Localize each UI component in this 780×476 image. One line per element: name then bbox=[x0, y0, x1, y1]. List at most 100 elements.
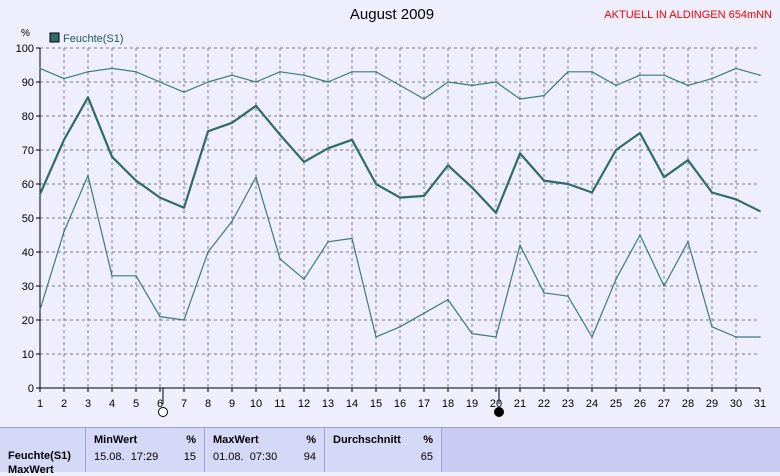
x-tick-label: 7 bbox=[181, 398, 187, 410]
data-point-max bbox=[39, 67, 41, 70]
data-point-min bbox=[111, 275, 113, 277]
data-point-average bbox=[207, 130, 209, 133]
data-point-average bbox=[303, 161, 305, 163]
legend-label: Feuchte(S1) bbox=[63, 33, 124, 45]
data-point-min bbox=[615, 278, 617, 281]
x-tick-label: 31 bbox=[754, 398, 766, 410]
x-tick-label: 26 bbox=[634, 398, 646, 410]
avg-head: Durchschnitt bbox=[333, 434, 401, 446]
data-point-max bbox=[615, 84, 617, 87]
data-point-min bbox=[447, 298, 449, 301]
data-point-min bbox=[135, 275, 137, 277]
data-point-min bbox=[63, 230, 65, 233]
footer-sensor-label-cut: MaxWert bbox=[8, 464, 54, 476]
x-tick-label: 27 bbox=[658, 398, 670, 410]
x-tick-label: 11 bbox=[274, 398, 285, 410]
data-point-average bbox=[399, 196, 401, 199]
x-tick-label: 10 bbox=[250, 398, 262, 410]
legend: Feuchte(S1) bbox=[49, 32, 124, 45]
x-tick-label: 17 bbox=[418, 398, 430, 410]
x-tick-label: 12 bbox=[298, 398, 310, 410]
data-point-average bbox=[423, 195, 425, 197]
data-point-min bbox=[231, 220, 233, 223]
y-tick-label: 70 bbox=[22, 145, 34, 157]
data-point-min bbox=[399, 326, 401, 328]
y-tick-label: 40 bbox=[22, 247, 34, 259]
footer-avg-cell: Durchschnitt % 65 bbox=[325, 428, 442, 472]
data-point-min bbox=[375, 336, 377, 338]
data-point-max bbox=[255, 81, 257, 83]
max-value: 94 bbox=[303, 451, 316, 463]
data-point-average bbox=[135, 179, 137, 182]
y-tick-label: 80 bbox=[22, 111, 34, 123]
x-tick-label: 4 bbox=[109, 398, 115, 410]
y-tick-label: 10 bbox=[22, 349, 34, 361]
data-point-min bbox=[735, 336, 737, 338]
data-point-max bbox=[303, 74, 305, 76]
max-datetime: 01.08. 07:30 bbox=[213, 451, 278, 463]
data-point-average bbox=[663, 176, 665, 178]
data-point-min bbox=[471, 332, 473, 335]
data-point-max bbox=[351, 71, 353, 73]
data-point-max bbox=[543, 94, 545, 97]
data-point-average bbox=[255, 105, 257, 107]
data-point-max bbox=[735, 67, 737, 70]
x-tick-label: 29 bbox=[706, 398, 718, 410]
data-point-max bbox=[135, 71, 137, 73]
data-point-average bbox=[471, 186, 473, 189]
data-point-max bbox=[87, 71, 89, 73]
y-tick-label: 30 bbox=[22, 281, 34, 293]
data-point-max bbox=[399, 84, 401, 87]
x-tick-label: 28 bbox=[682, 398, 694, 410]
data-point-max bbox=[63, 77, 65, 80]
data-point-average bbox=[231, 122, 233, 124]
data-point-average bbox=[279, 133, 281, 136]
data-point-average bbox=[567, 183, 569, 185]
data-point-average bbox=[759, 210, 761, 212]
data-point-min bbox=[327, 241, 329, 243]
data-point-min bbox=[207, 251, 209, 253]
data-point-min bbox=[591, 336, 593, 338]
min-head: MinWert bbox=[94, 434, 138, 446]
data-point-average bbox=[111, 156, 113, 158]
x-tick-label: 9 bbox=[229, 398, 235, 410]
data-point-max bbox=[687, 84, 689, 87]
data-point-average bbox=[183, 207, 185, 209]
min-datetime: 15.08. 17:29 bbox=[94, 451, 159, 463]
data-point-average bbox=[735, 198, 737, 201]
data-point-max bbox=[519, 98, 521, 100]
data-point-max bbox=[711, 77, 713, 80]
data-point-max bbox=[639, 74, 641, 76]
x-tick-label: 30 bbox=[730, 398, 742, 410]
data-point-min bbox=[543, 292, 545, 294]
data-point-average bbox=[591, 191, 593, 194]
chart-subtitle: AKTUELL IN ALDINGEN 654mNN bbox=[604, 9, 772, 21]
y-axis-unit: % bbox=[21, 28, 30, 39]
data-point-average bbox=[87, 96, 89, 99]
data-point-average bbox=[447, 164, 449, 167]
data-point-average bbox=[39, 193, 41, 195]
avg-unit: % bbox=[423, 434, 433, 446]
data-point-min bbox=[159, 315, 161, 318]
y-tick-label: 20 bbox=[22, 315, 34, 327]
data-point-average bbox=[615, 149, 617, 151]
x-tick-label: 25 bbox=[610, 398, 622, 410]
x-tick-label: 2 bbox=[61, 398, 67, 410]
data-point-max bbox=[375, 71, 377, 73]
data-point-max bbox=[423, 98, 425, 100]
data-point-max bbox=[231, 74, 233, 76]
data-point-max bbox=[663, 74, 665, 76]
data-point-min bbox=[567, 295, 569, 298]
series-layer bbox=[38, 67, 761, 338]
moon-markers bbox=[158, 388, 504, 417]
data-point-average bbox=[63, 139, 65, 141]
data-point-max bbox=[159, 81, 161, 83]
x-tick-label: 3 bbox=[85, 398, 91, 410]
data-point-average bbox=[375, 183, 377, 185]
data-point-max bbox=[111, 67, 113, 70]
data-point-average bbox=[711, 191, 713, 194]
y-tick-label: 60 bbox=[22, 179, 34, 191]
y-tick-label: 0 bbox=[28, 383, 34, 395]
x-tick-label: 22 bbox=[538, 398, 550, 410]
max-head: MaxWert bbox=[213, 434, 259, 446]
